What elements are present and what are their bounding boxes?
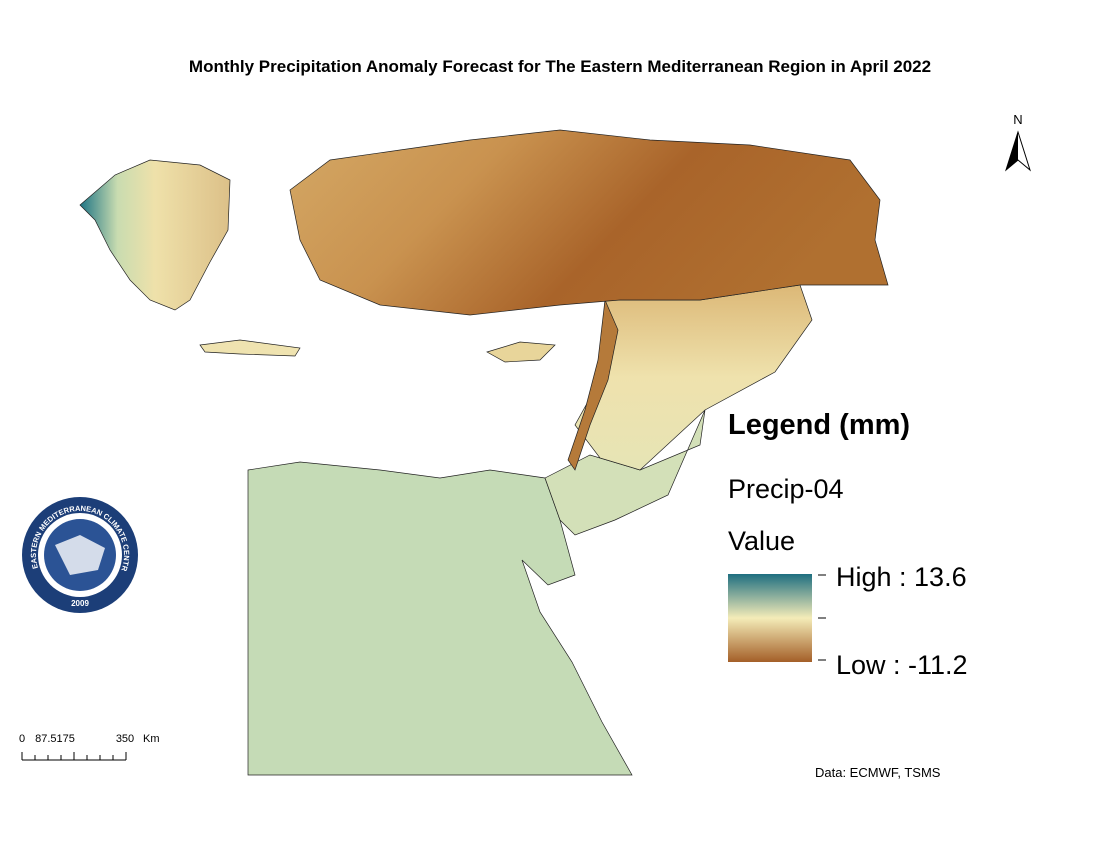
legend-low: Low : -11.2: [836, 650, 968, 680]
legend-field: Value: [728, 526, 795, 556]
logo-year: 2009: [71, 599, 89, 608]
logo-text-path: EASTERN MEDITERRANEAN CLIMATE CENTRE: [0, 0, 131, 573]
greece: [79, 159, 231, 311]
legend-ramp: [728, 574, 812, 662]
legend-layer: Precip-04: [728, 474, 844, 504]
north-label: N: [1013, 112, 1022, 127]
legend-ticks: [818, 574, 826, 661]
scale-label: 350: [116, 733, 134, 745]
egypt: [247, 461, 633, 776]
data-source: Data: ECMWF, TSMS: [815, 765, 941, 780]
crete: [199, 339, 301, 357]
scale-unit: Km: [143, 733, 160, 745]
scale-label: 87.5175: [35, 733, 75, 745]
map-regions: [79, 129, 889, 776]
scale-bar: [21, 752, 127, 761]
north-arrow-fill: [1006, 132, 1018, 170]
cyprus: [486, 341, 556, 363]
scale-label: 0: [19, 733, 25, 745]
turkey: [289, 129, 889, 316]
levant-coast: [567, 298, 619, 471]
logo: EASTERN MEDITERRANEAN CLIMATE CENTRE 200…: [0, 0, 138, 613]
legend-high: High : 13.6: [836, 562, 967, 592]
legend-title: Legend (mm): [728, 409, 910, 441]
map-title: Monthly Precipitation Anomaly Forecast f…: [189, 57, 931, 76]
logo-text: EASTERN MEDITERRANEAN CLIMATE CENTRE: [0, 0, 131, 573]
